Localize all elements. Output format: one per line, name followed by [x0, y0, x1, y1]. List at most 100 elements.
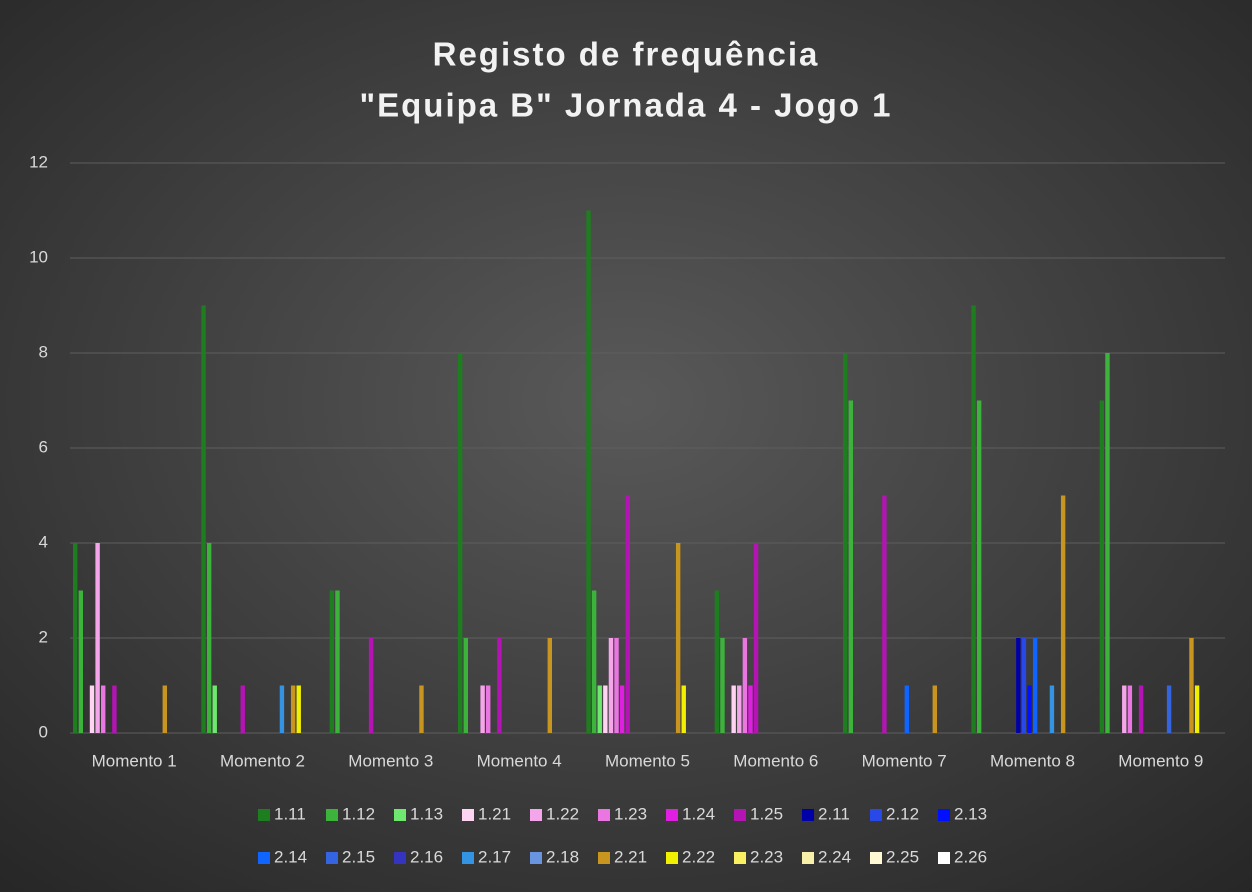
legend-swatch [870, 809, 882, 821]
bar [480, 685, 485, 733]
bar [608, 638, 614, 733]
legend-swatch [530, 852, 542, 864]
bar [1027, 685, 1032, 733]
bar [882, 495, 887, 733]
legend-label: 1.21 [478, 804, 511, 823]
legend-label: 2.15 [342, 847, 375, 866]
bar [1194, 685, 1200, 733]
y-tick-label: 10 [29, 247, 48, 266]
legend-label: 1.23 [614, 804, 647, 823]
bar [1032, 638, 1038, 733]
legend-swatch [462, 852, 474, 864]
y-tick-label: 12 [29, 152, 48, 171]
bar [368, 638, 374, 733]
legend-label: 1.24 [682, 804, 715, 823]
legend-swatch [802, 852, 814, 864]
legend-swatch [734, 809, 746, 821]
bar [112, 685, 117, 733]
bar [1127, 685, 1133, 733]
bar [625, 495, 630, 733]
legend-label: 2.26 [954, 847, 987, 866]
bar [458, 353, 463, 733]
bar [1122, 685, 1127, 733]
legend-label: 2.22 [682, 847, 715, 866]
bar [848, 400, 853, 733]
bar [614, 638, 619, 733]
bar [78, 590, 83, 733]
bar [335, 590, 340, 733]
y-tick-label: 8 [39, 342, 48, 361]
legend-swatch [326, 809, 338, 821]
bar [1060, 495, 1066, 733]
legend-swatch [598, 809, 610, 821]
legend-label: 1.22 [546, 804, 579, 823]
bar [101, 685, 106, 733]
bar [714, 590, 720, 733]
legend-swatch [258, 852, 270, 864]
bar [547, 638, 552, 733]
x-tick-label: Momento 8 [990, 751, 1075, 770]
legend-swatch [394, 852, 406, 864]
bar [681, 685, 686, 733]
legend-swatch [734, 852, 746, 864]
bar [329, 590, 335, 733]
bar [1105, 353, 1110, 733]
chart-title: "Equipa B" Jornada 4 - Jogo 1 [359, 87, 892, 124]
legend-swatch [258, 809, 270, 821]
legend-label: 2.12 [886, 804, 919, 823]
x-tick-label: Momento 9 [1118, 751, 1203, 770]
bar [162, 685, 167, 733]
bar [497, 638, 502, 733]
bar [619, 685, 625, 733]
bar [201, 305, 206, 733]
bar [591, 590, 597, 733]
y-tick-label: 2 [39, 627, 48, 646]
x-tick-label: Momento 5 [605, 751, 690, 770]
legend-label: 2.13 [954, 804, 987, 823]
legend-label: 2.21 [614, 847, 647, 866]
bar [843, 353, 848, 733]
bar [279, 685, 285, 733]
bar [1166, 685, 1172, 733]
legend-label: 2.16 [410, 847, 443, 866]
bar [1189, 638, 1194, 733]
bar [463, 638, 468, 733]
legend-label: 2.24 [818, 847, 851, 866]
legend-swatch [394, 809, 406, 821]
bar [486, 685, 491, 733]
x-tick-label: Momento 2 [220, 751, 305, 770]
bar [1021, 638, 1027, 733]
x-tick-label: Momento 1 [92, 751, 177, 770]
bar [976, 400, 982, 733]
legend-swatch [326, 852, 338, 864]
x-tick-label: Momento 7 [862, 751, 947, 770]
bar [753, 543, 759, 733]
bar [1138, 685, 1144, 733]
y-tick-label: 4 [39, 532, 48, 551]
bar [296, 685, 301, 733]
bar [212, 685, 217, 733]
legend-label: 2.11 [818, 804, 850, 823]
legend-label: 1.13 [410, 804, 443, 823]
bar [675, 543, 681, 733]
legend-swatch [802, 809, 814, 821]
bar [586, 210, 591, 733]
legend-swatch [462, 809, 474, 821]
bar [1099, 400, 1105, 733]
bar [932, 685, 937, 733]
bar [971, 305, 976, 733]
bar [731, 685, 736, 733]
legend-swatch [666, 809, 678, 821]
bar [290, 685, 296, 733]
legend-swatch [870, 852, 882, 864]
x-tick-label: Momento 6 [733, 751, 818, 770]
legend-swatch [598, 852, 610, 864]
legend-label: 1.11 [274, 804, 306, 823]
y-tick-label: 6 [39, 437, 48, 456]
bar [89, 685, 95, 733]
bar [1049, 685, 1055, 733]
y-tick-label: 0 [39, 722, 48, 741]
legend-label: 2.17 [478, 847, 511, 866]
